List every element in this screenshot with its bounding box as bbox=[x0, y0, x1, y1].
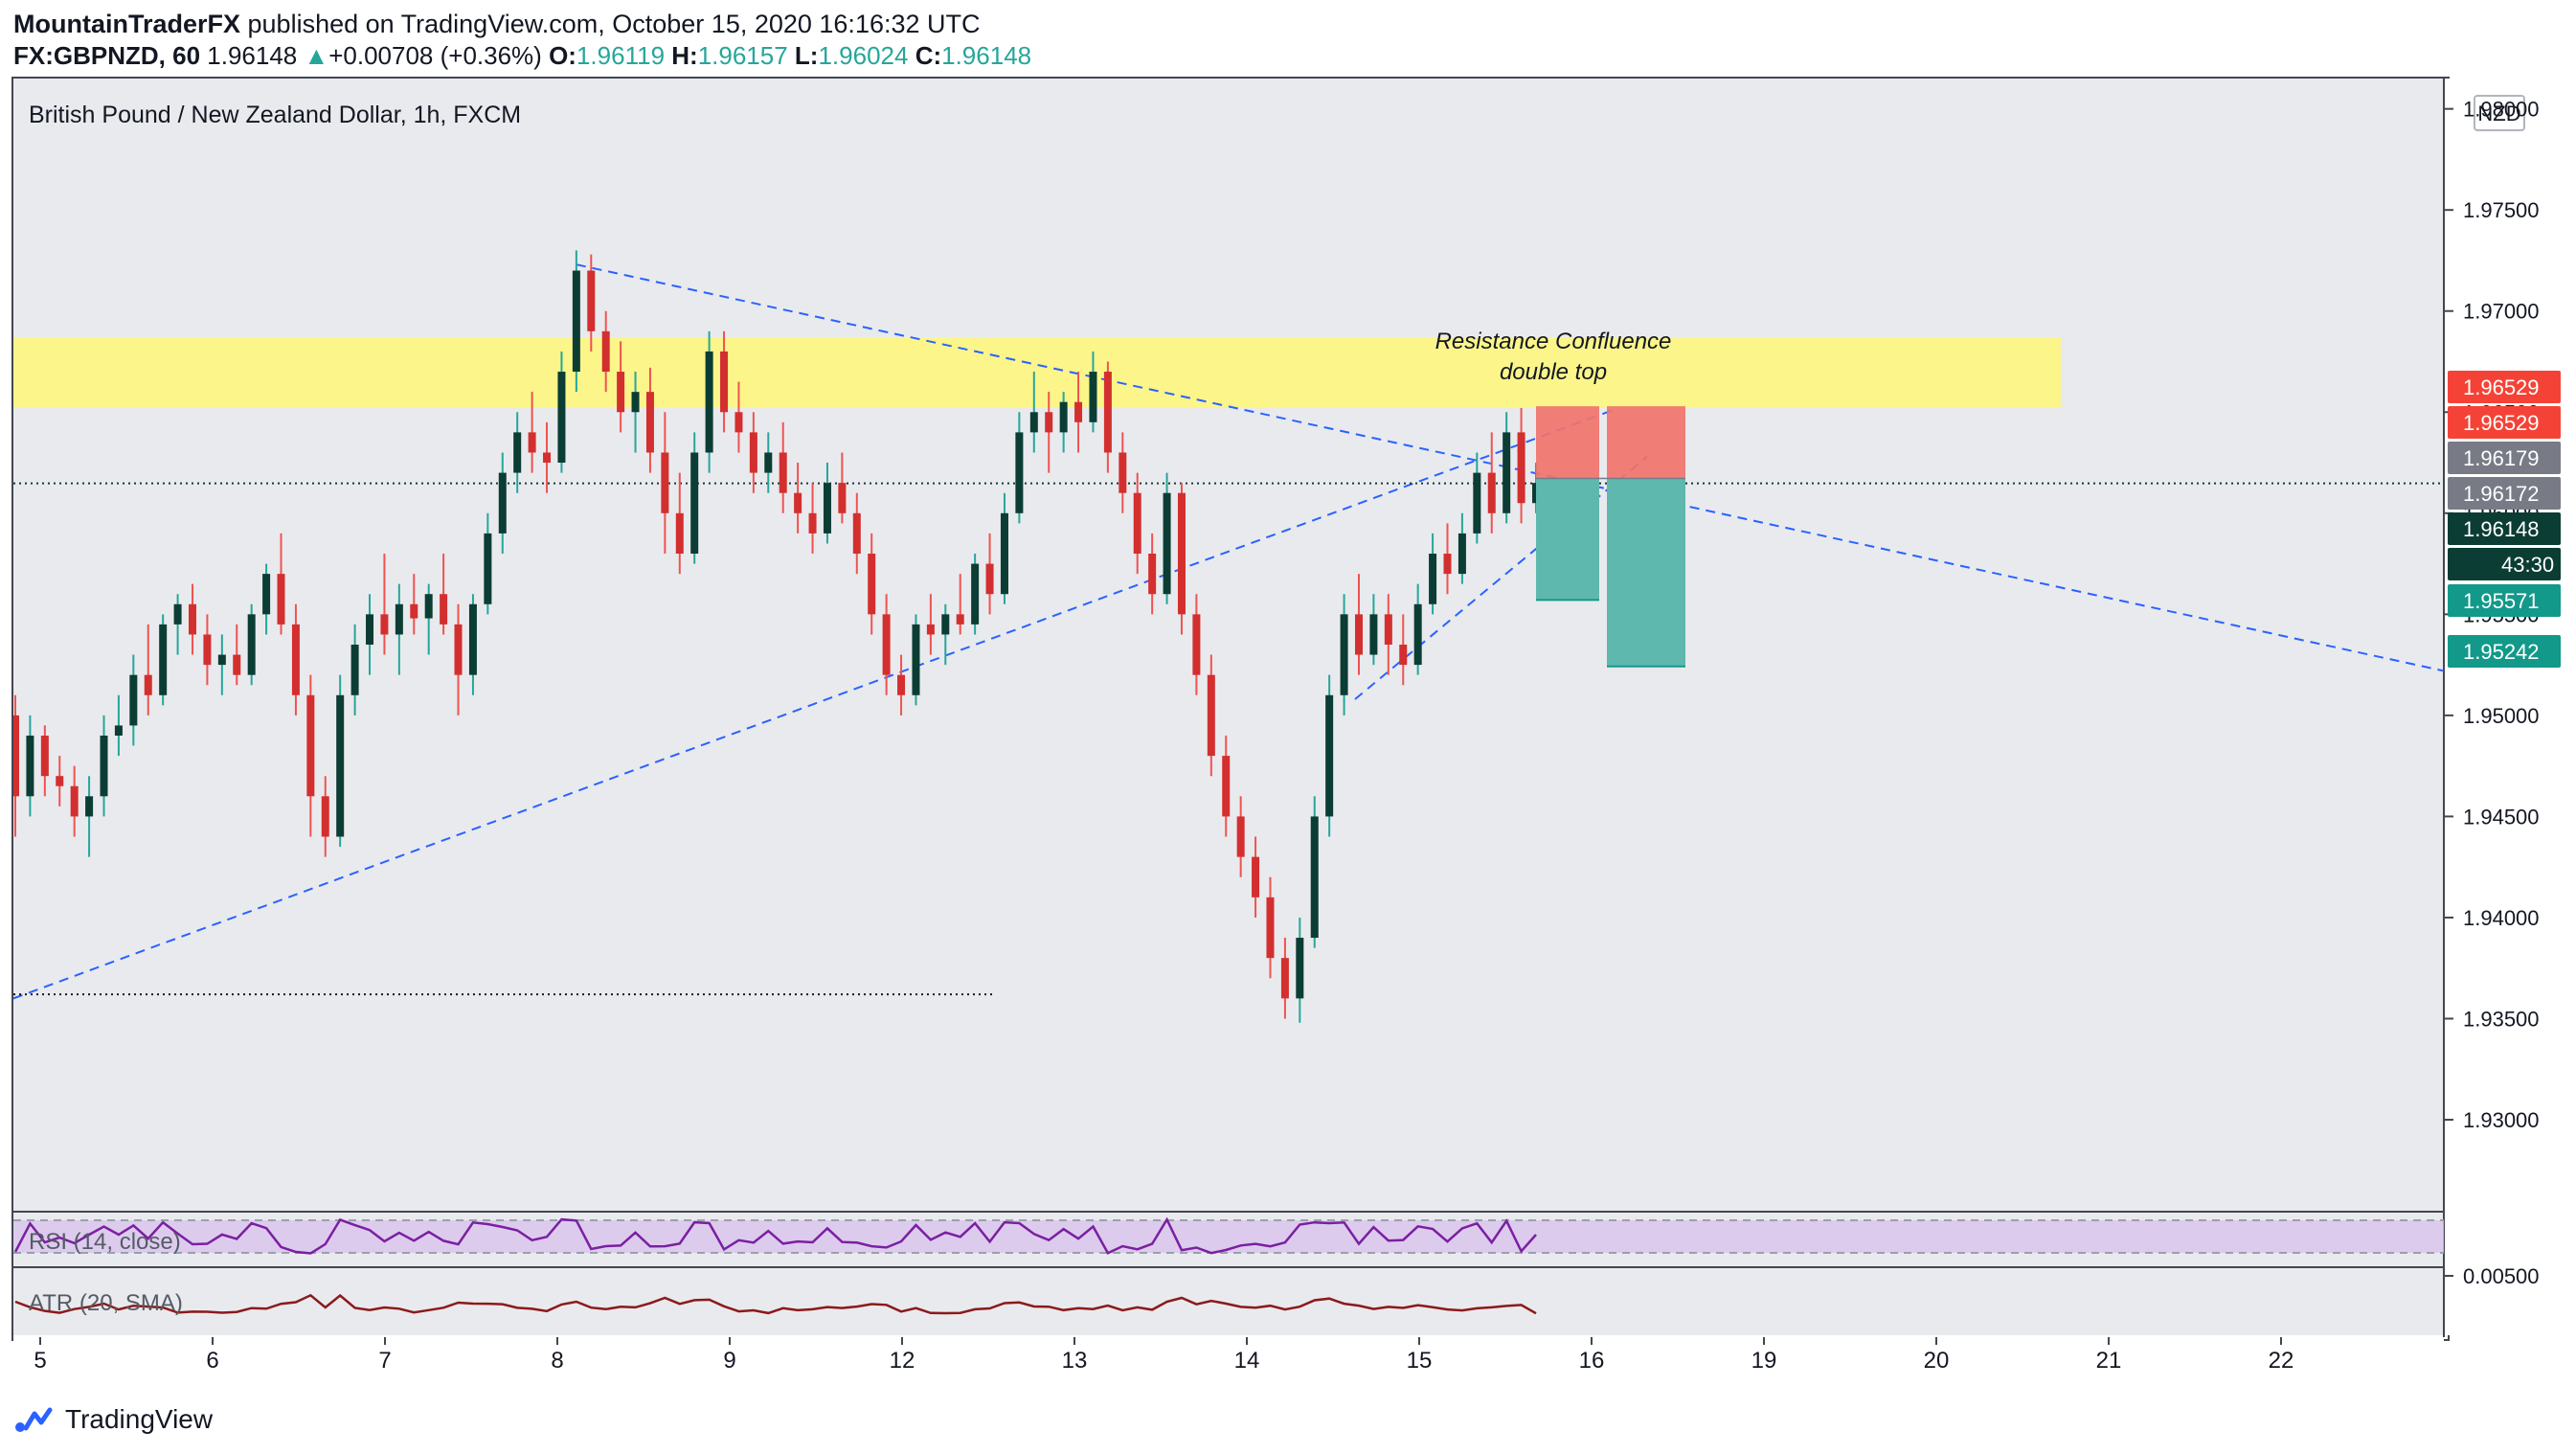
time-axis-label: 15 bbox=[1407, 1348, 1433, 1374]
time-axis-label: 6 bbox=[206, 1348, 218, 1374]
price-axis-label: 1.94000 bbox=[2463, 906, 2540, 930]
symbol-label[interactable]: FX:GBPNZD, 60 bbox=[13, 41, 201, 70]
price-axis[interactable] bbox=[2445, 79, 2574, 1335]
price-axis-label: 1.93000 bbox=[2463, 1108, 2540, 1132]
time-axis-label: 20 bbox=[1924, 1348, 1950, 1374]
tradingview-logo-icon[interactable] bbox=[13, 1405, 57, 1434]
atr-tick-label: 0.00500 bbox=[2463, 1264, 2540, 1288]
time-axis-label: 22 bbox=[2269, 1348, 2294, 1374]
chart-frame bbox=[11, 77, 2450, 1341]
time-axis-label: 9 bbox=[723, 1348, 735, 1374]
open-label: O: bbox=[549, 41, 576, 70]
price-tag-label: 1.96179 bbox=[2463, 446, 2540, 470]
price-tag-current bbox=[2448, 512, 2561, 545]
time-axis-label: 16 bbox=[1579, 1348, 1605, 1374]
low-value: 1.96024 bbox=[818, 41, 909, 70]
price-tag-label: 43:30 bbox=[2501, 553, 2554, 577]
price-tag-stop bbox=[2448, 406, 2561, 439]
price-tag-label: 1.96529 bbox=[2463, 375, 2540, 399]
price-tag-target bbox=[2448, 584, 2561, 617]
low-label: L: bbox=[794, 41, 819, 70]
time-axis-label: 19 bbox=[1751, 1348, 1777, 1374]
currency-badge[interactable] bbox=[2474, 95, 2525, 131]
price-axis-label: 1.97500 bbox=[2463, 198, 2540, 222]
time-axis-label: 8 bbox=[551, 1348, 563, 1374]
price-tag-label: 1.95242 bbox=[2463, 640, 2540, 664]
price-tag-grey bbox=[2448, 442, 2561, 474]
symbol-info-bar: FX:GBPNZD, 60 1.96148 ▲+0.00708 (+0.36%)… bbox=[13, 40, 1031, 71]
footer: TradingView bbox=[13, 1400, 213, 1439]
price-tag-label: 1.96529 bbox=[2463, 411, 2540, 435]
open-value: 1.96119 bbox=[576, 41, 666, 70]
price-axis-label: 1.95500 bbox=[2463, 602, 2540, 626]
currency-badge-label: NZD bbox=[2477, 102, 2520, 125]
time-axis-label: 13 bbox=[1062, 1348, 1088, 1374]
close-label: C: bbox=[915, 41, 942, 70]
high-value: 1.96157 bbox=[697, 41, 788, 70]
price-tag-countdown bbox=[2448, 548, 2561, 580]
price-axis-label: 1.97000 bbox=[2463, 300, 2540, 324]
high-label: H: bbox=[671, 41, 698, 70]
time-axis-label: 5 bbox=[34, 1348, 46, 1374]
time-axis-label: 7 bbox=[378, 1348, 391, 1374]
price-axis-label: 1.96000 bbox=[2463, 502, 2540, 526]
price-tag-target bbox=[2448, 635, 2561, 668]
publish-line: MountainTraderFX published on TradingVie… bbox=[13, 8, 981, 40]
last-price: 1.96148 bbox=[207, 41, 298, 70]
change-arrow-icon: ▲ bbox=[304, 41, 329, 70]
close-value: 1.96148 bbox=[941, 41, 1032, 70]
tradingview-brand[interactable]: TradingView bbox=[65, 1404, 214, 1434]
price-tag-grey bbox=[2448, 477, 2561, 510]
price-axis-label: 1.95000 bbox=[2463, 704, 2540, 728]
time-axis-label: 14 bbox=[1234, 1348, 1260, 1374]
price-axis-label: 1.96500 bbox=[2463, 400, 2540, 424]
time-axis-label: 21 bbox=[2096, 1348, 2122, 1374]
time-axis-label: 12 bbox=[890, 1348, 915, 1374]
publish-info: published on TradingView.com, October 15… bbox=[240, 10, 981, 38]
price-tag-label: 1.96172 bbox=[2463, 482, 2540, 506]
price-axis-label: 1.93500 bbox=[2463, 1007, 2540, 1031]
price-tag-stop-upper bbox=[2448, 371, 2561, 403]
price-tag-label: 1.96148 bbox=[2463, 517, 2540, 541]
price-change: +0.00708 (+0.36%) bbox=[328, 41, 542, 70]
price-axis-label: 1.98000 bbox=[2463, 98, 2540, 122]
price-tag-label: 1.95571 bbox=[2463, 589, 2540, 613]
time-axis[interactable] bbox=[13, 1337, 2444, 1387]
author-name[interactable]: MountainTraderFX bbox=[13, 10, 241, 38]
price-axis-label: 1.94500 bbox=[2463, 805, 2540, 829]
